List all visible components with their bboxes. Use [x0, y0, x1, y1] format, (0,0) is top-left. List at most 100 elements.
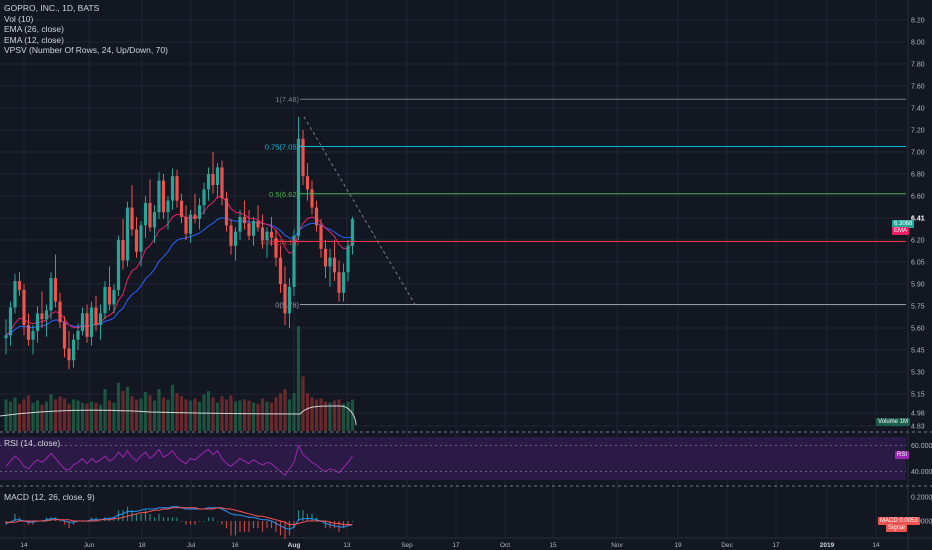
macd-hist-bar [140, 513, 142, 521]
candle [283, 266, 287, 326]
macd-hist-bar [257, 521, 259, 529]
candle-body [206, 174, 211, 190]
candle [116, 235, 121, 296]
candle [107, 266, 112, 311]
volume-bar [157, 389, 161, 431]
candle [193, 193, 197, 224]
macd-hist-bar [32, 521, 34, 525]
volume-bar [58, 396, 62, 431]
macd-hist-bar [158, 513, 160, 521]
candle-body [242, 216, 247, 224]
volume-bar [107, 400, 112, 431]
volume-bar [49, 394, 53, 431]
volume-bar [323, 401, 328, 431]
volume-bar [215, 402, 220, 431]
candle-body [229, 225, 233, 246]
price-tick-label: 8.20 [911, 18, 925, 25]
volume-bar [40, 404, 44, 431]
price-tick-label: 5.15 [911, 392, 925, 399]
macd-hist-bar [203, 521, 205, 522]
candle [125, 201, 130, 267]
volume-bar [346, 401, 350, 431]
candle-body [247, 223, 251, 236]
volume-tag: Volume 1M [876, 418, 911, 426]
volume-bar [328, 402, 332, 431]
candle-body [260, 227, 265, 240]
candle-body [224, 198, 229, 226]
volume-bar [98, 404, 103, 431]
candle-body [220, 167, 224, 199]
volume-bar [256, 403, 260, 431]
rsi-pane-label[interactable]: RSI (14, close) [4, 438, 61, 448]
price-tick-label: 7.60 [911, 84, 925, 91]
macd-hist-bar [261, 521, 264, 532]
volume-bar [251, 402, 256, 431]
macd-hist-bar [333, 521, 336, 529]
volume-bar [337, 399, 341, 431]
candle [296, 116, 301, 240]
time-tick-label: Jun [84, 542, 95, 549]
legend-vpsv[interactable]: VPSV (Number Of Rows, 24, Up/Down, 70) [4, 45, 168, 56]
macd-hist-bar [180, 521, 183, 522]
ema-value-tag: 6.3068 [892, 220, 915, 228]
macd-hist-bar [9, 521, 12, 522]
candle-body [350, 219, 355, 246]
candle-body [49, 278, 53, 311]
time-tick-label: 16 [231, 542, 239, 549]
price-tick-label: 5.30 [911, 370, 925, 377]
volume-bar [211, 397, 215, 431]
legend-symbol[interactable]: GOPRO, INC., 1D, BATS [4, 3, 100, 13]
volume-bars [4, 326, 355, 431]
volume-bar [62, 398, 67, 431]
candle [328, 248, 332, 287]
macd-hist-bar [72, 521, 75, 525]
macd-hist-bar [212, 517, 214, 521]
candle-body [283, 284, 287, 314]
volume-bar [89, 401, 94, 431]
legend-volume[interactable]: Vol (10) [4, 13, 34, 24]
price-tick-label: 6.80 [911, 172, 925, 179]
legend-ema12[interactable]: EMA (12, close) [4, 34, 64, 45]
candle-body [319, 225, 323, 249]
volume-bar [152, 400, 157, 431]
volume-bar [206, 391, 211, 431]
time-tick-label: 15 [549, 542, 557, 549]
price-tick-label: 4.83 [911, 424, 925, 431]
candle [98, 304, 103, 340]
candle-body [112, 289, 116, 305]
rsi-tick-label: 60.0000 [911, 443, 932, 450]
candle-body [323, 248, 328, 267]
rsi-band [0, 437, 906, 480]
price-tick-label: 4.98 [911, 411, 925, 418]
candle [175, 169, 179, 208]
volume-bar [350, 399, 355, 431]
candle [287, 278, 292, 328]
legend-ema26[interactable]: EMA (26, close) [4, 24, 64, 35]
fib-label: 1(7.48) [275, 95, 299, 104]
candle [247, 209, 251, 240]
signal-tag: Signal [886, 524, 907, 532]
candle [188, 209, 193, 243]
fib-label: 0.5(6.62) [269, 190, 300, 199]
price-tick-label: 8.00 [911, 40, 925, 47]
candle [274, 229, 278, 267]
candle-body [337, 272, 341, 293]
volume-bar [161, 397, 166, 431]
candle-body [103, 286, 107, 314]
time-tick-label: 14 [20, 542, 28, 549]
candle-body [22, 289, 26, 326]
candle-body [166, 200, 170, 213]
candle [211, 152, 215, 194]
candle [53, 254, 58, 308]
candle-body [292, 235, 296, 287]
candle-body [71, 339, 76, 361]
volume-bar [242, 399, 247, 431]
candle [157, 171, 161, 220]
candle-body [67, 348, 71, 361]
candle [323, 240, 328, 279]
macd-pane-label[interactable]: MACD (12, 26, close, 9) [4, 492, 95, 502]
rsi-tick-label: 40.0000 [911, 469, 932, 476]
volume-bar [278, 393, 283, 431]
candle-body [4, 335, 8, 339]
